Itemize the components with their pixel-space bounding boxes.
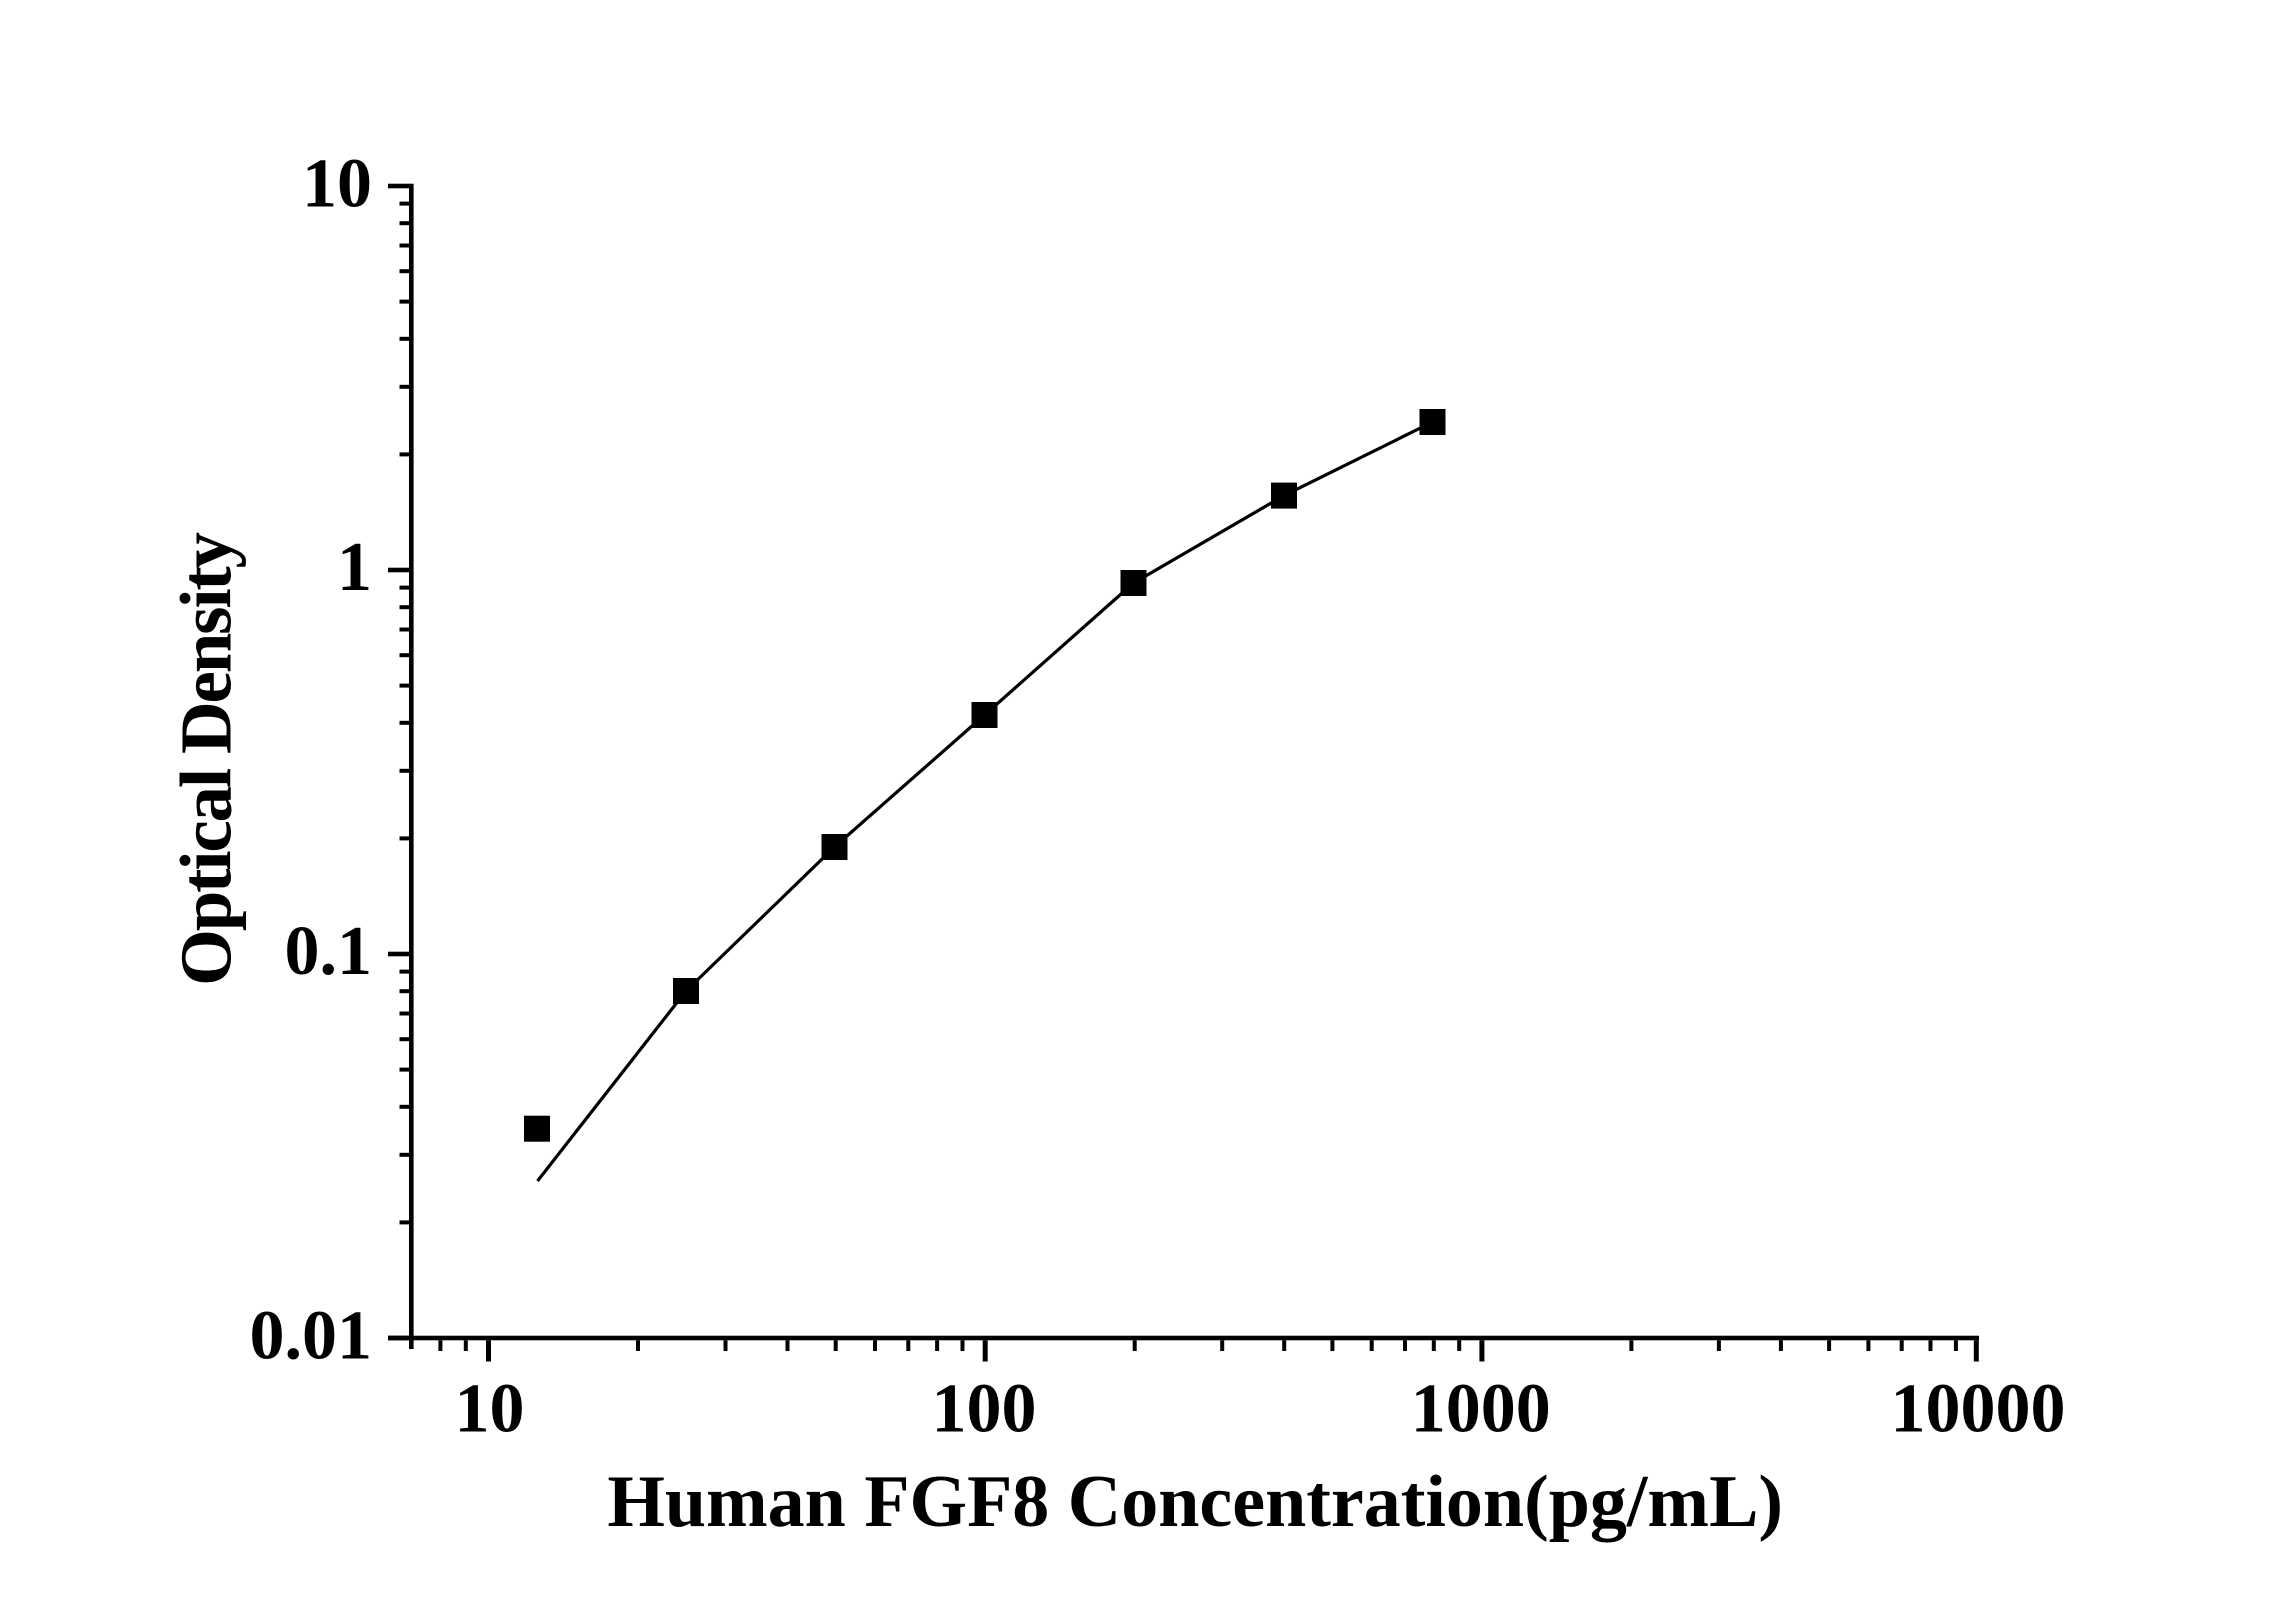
svg-text:0.01: 0.01 [250, 1298, 373, 1375]
svg-text:Human FGF8 Concentration(pg/mL: Human FGF8 Concentration(pg/mL) [607, 1461, 1783, 1543]
svg-text:0.1: 0.1 [285, 913, 373, 990]
svg-text:10000: 10000 [1891, 1371, 2066, 1448]
svg-text:100: 100 [932, 1371, 1037, 1448]
svg-text:10: 10 [302, 145, 372, 222]
svg-text:Optical Density: Optical Density [166, 532, 247, 985]
svg-text:1: 1 [337, 529, 372, 606]
svg-text:10: 10 [455, 1371, 525, 1448]
svg-text:1000: 1000 [1411, 1371, 1551, 1448]
